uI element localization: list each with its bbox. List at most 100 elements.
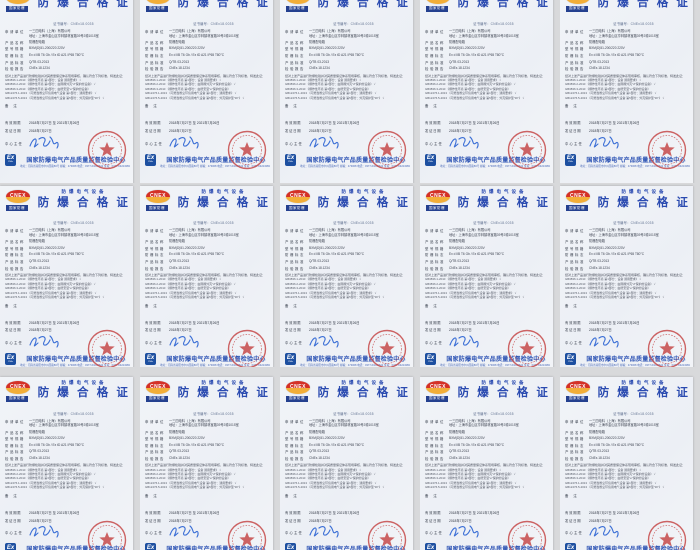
field-value: Ex d IIB T6 Gb / Ex tD A21 IP65 T80°C xyxy=(309,442,365,447)
issue-date-row: 发证日期 2018年7月27日 xyxy=(5,518,128,523)
cnex-logo-icon: CNEX 国家防爆 xyxy=(286,190,312,212)
issue-date-row: 发证日期 2018年7月27日 xyxy=(565,128,688,133)
field-value: BXM(D)51-200/220 220V xyxy=(589,245,625,250)
certificate-footer: Ex CNEx 国家防爆电气产品质量监督检验中心 地址：河南省南阳市中州西路83… xyxy=(145,542,268,550)
field-label: 产品名称 xyxy=(5,40,25,45)
signer-label: 中心主任 xyxy=(145,531,163,536)
red-seal-icon xyxy=(367,329,407,367)
field-product-name: 产品名称 防爆配电箱 xyxy=(145,40,268,45)
field-value: Ex d IIB T6 Gb / Ex tD A21 IP65 T80°C xyxy=(29,442,85,447)
director-signature xyxy=(447,134,481,152)
field-label: 检验报告 xyxy=(285,67,305,72)
field-value-line2: 地址：上海市金山区亭林镇林宝路39号2幢1015室 xyxy=(449,423,519,428)
title-block: 防爆电气设备 防 爆 合 格 证 xyxy=(35,380,133,401)
explosion-proof-certificate: CNEX 国家防爆 防爆电气设备 防 爆 合 格 证 证书编号：CNEx18.0… xyxy=(140,0,273,184)
field-applicant: 申请单位 一三四电料（上海）有限公司 地址：上海市金山区亭林镇林宝路39号2幢1… xyxy=(145,29,268,38)
field-label: 检验报告 xyxy=(145,67,165,72)
certificate-tile[interactable]: CNEX 国家防爆 防爆电气设备 防 爆 合 格 证 证书编号：CNEx18.0… xyxy=(560,367,700,550)
field-standard: 产品标准 Q/TB 03-2013 xyxy=(145,449,268,454)
certificate-tile[interactable]: CNEX 国家防爆 防爆电气设备 防 爆 合 格 证 证书编号：CNEx18.0… xyxy=(140,367,280,550)
certificate-header: CNEX 国家防爆 防爆电气设备 防 爆 合 格 证 xyxy=(5,189,128,219)
certificate-tile[interactable]: CNEX 国家防爆 防爆电气设备 防 爆 合 格 证 证书编号：CNEx18.0… xyxy=(420,0,560,184)
certificate-tile[interactable]: CNEX 国家防爆 防爆电气设备 防 爆 合 格 证 证书编号：CNEx18.0… xyxy=(140,0,280,184)
field-value: BXM(D)51-200/220 220V xyxy=(29,245,65,250)
certificate-tile[interactable]: CNEX 国家防爆 防爆电气设备 防 爆 合 格 证 证书编号：CNEx18.0… xyxy=(280,0,420,184)
ex-mark-icon: Ex CNEx xyxy=(565,153,576,166)
field-label: 防爆标志 xyxy=(5,443,25,448)
cnex-oval-icon: CNEX xyxy=(566,0,590,4)
standard-line: GB3836.2-2010 《爆炸性环境 第2部分：由隔爆外壳"d"保护的设备》… xyxy=(565,82,656,87)
standard-line: GB3836.2-2010 《爆炸性环境 第2部分：由隔爆外壳"d"保护的设备》… xyxy=(285,281,376,286)
conformity-statement: 经对上述产品进行防爆检验并对其质量保证体系现场审核，确认符合下列标准，特发此证： xyxy=(285,73,406,78)
field-applicant: 申请单位 一三四电料（上海）有限公司 地址：上海市金山区亭林镇林宝路39号2幢1… xyxy=(565,29,688,38)
date-block: 有效期限 2018年7月27日 至 2021年7月26日 发证日期 2018年7… xyxy=(5,120,128,133)
field-label: 产品标准 xyxy=(5,259,25,264)
field-value: 一三四电料（上海）有限公司 xyxy=(309,418,351,423)
field-ex-marking: 防爆标志 Ex d IIB T6 Gb / Ex tD A21 IP65 T80… xyxy=(145,252,268,257)
field-standard: 产品标准 Q/TB 03-2013 xyxy=(285,60,408,65)
field-value: Q/TB 03-2013 xyxy=(169,449,190,454)
field-ex-marking: 防爆标志 Ex d IIB T6 Gb / Ex tD A21 IP65 T80… xyxy=(145,53,268,58)
director-signature xyxy=(447,523,481,541)
certificate-header: CNEX 国家防爆 防爆电气设备 防 爆 合 格 证 xyxy=(145,0,268,20)
director-signature xyxy=(167,134,201,152)
standard-line: GB12476.5-2013 《可燃性粉尘环境用电气设备 第5部分：外壳保护型"… xyxy=(285,95,385,100)
remark-label: 备 注 xyxy=(5,494,19,499)
certificate-tile[interactable]: CNEX 国家防爆 防爆电气设备 防 爆 合 格 证 证书编号：CNEx18.0… xyxy=(280,367,420,550)
field-label: 产品标准 xyxy=(565,450,585,455)
field-product-name: 产品名称 防爆配电箱 xyxy=(425,430,548,435)
field-label: 产品标准 xyxy=(285,450,305,455)
field-value: CNEx.18.1234 xyxy=(589,455,610,460)
cnex-logo-caption: 国家防爆 xyxy=(566,6,588,12)
contact-line: 地址：河南省南阳市中州西路83号 邮编：473008 电话：0377-63230… xyxy=(440,363,550,367)
certificate-header: CNEX 国家防爆 防爆电气设备 防 爆 合 格 证 xyxy=(5,380,128,410)
field-value: 一三四电料（上海）有限公司 xyxy=(309,228,351,233)
certificate-header: CNEX 国家防爆 防爆电气设备 防 爆 合 格 证 xyxy=(565,380,688,410)
certificate-tile[interactable]: CNEX 国家防爆 防爆电气设备 防 爆 合 格 证 证书编号：CNEx18.0… xyxy=(420,183,560,367)
standard-line: GB12476.5-2013 《可燃性粉尘环境用电气设备 第5部分：外壳保护型"… xyxy=(5,485,105,490)
cnex-logo-caption: 国家防爆 xyxy=(566,395,588,402)
field-value: 防爆配电箱 xyxy=(309,239,325,244)
field-label: 产品标准 xyxy=(425,60,445,65)
field-value: BXM(D)51-200/220 220V xyxy=(29,436,65,441)
signer-label: 中心主任 xyxy=(565,340,583,345)
certificate-tile[interactable]: CNEX 国家防爆 防爆电气设备 防 爆 合 格 证 证书编号：CNEx18.0… xyxy=(0,183,140,367)
field-label: 申请单位 xyxy=(285,30,305,34)
field-value: Ex d IIB T6 Gb / Ex tD A21 IP65 T80°C xyxy=(29,53,85,58)
certificate-tile[interactable]: CNEX 国家防爆 防爆电气设备 防 爆 合 格 证 证书编号：CNEx18.0… xyxy=(560,0,700,184)
cnex-logo-text: CNEX xyxy=(10,193,26,200)
standard-line: GB12476.1-2013 《可燃性粉尘环境用电气设备 第1部分：通用要求》 … xyxy=(425,290,517,295)
field-value: 防爆配电箱 xyxy=(589,39,605,44)
certificate-tile[interactable]: CNEX 国家防爆 防爆电气设备 防 爆 合 格 证 证书编号：CNEx18.0… xyxy=(280,183,420,367)
field-value: Q/TB 03-2013 xyxy=(449,258,470,263)
conformity-statement: 经对上述产品进行防爆检验并对其质量保证体系现场审核，确认符合下列标准，特发此证： xyxy=(285,463,406,468)
field-value: BXM(D)51-200/220 220V xyxy=(449,436,485,441)
cnex-logo-text: CNEX xyxy=(430,193,446,200)
standard-line: GB3836.1-2010 《爆炸性环境 第1部分：设备 通用要求》 √ xyxy=(425,277,501,282)
signature-row: 中心主任 xyxy=(145,335,268,352)
standard-line: GB3836.2-2010 《爆炸性环境 第2部分：由隔爆外壳"d"保护的设备》… xyxy=(565,472,656,477)
standard-line: GB3836.3-2010 《爆炸性环境 第3部分：由增安型"e"保护的设备》 xyxy=(285,476,371,481)
validity-label: 有效期限 xyxy=(565,121,582,126)
issue-date-row: 发证日期 2018年7月27日 xyxy=(5,128,128,133)
field-value: Q/TB 03-2013 xyxy=(169,258,190,263)
certificate-title: 防 爆 合 格 证 xyxy=(317,386,411,399)
certificate-tile[interactable]: CNEX 国家防爆 防爆电气设备 防 爆 合 格 证 证书编号：CNEx18.0… xyxy=(0,0,140,184)
field-applicant: 申请单位 一三四电料（上海）有限公司 地址：上海市金山区亭林镇林宝路39号2幢1… xyxy=(425,419,548,428)
cnex-logo-caption: 国家防爆 xyxy=(426,205,448,212)
certificate-tile[interactable]: CNEX 国家防爆 防爆电气设备 防 爆 合 格 证 证书编号：CNEx18.0… xyxy=(0,367,140,550)
certificate-tile[interactable]: CNEX 国家防爆 防爆电气设备 防 爆 合 格 证 证书编号：CNEx18.0… xyxy=(420,367,560,550)
certificate-tile[interactable]: CNEX 国家防爆 防爆电气设备 防 爆 合 格 证 证书编号：CNEx18.0… xyxy=(560,183,700,367)
issue-date-label: 发证日期 xyxy=(285,128,302,133)
field-value-line2: 地址：上海市金山区亭林镇林宝路39号2幢1015室 xyxy=(589,423,659,428)
field-product-name: 产品名称 防爆配电箱 xyxy=(5,430,128,435)
standard-line: GB3836.1-2010 《爆炸性环境 第1部分：设备 通用要求》 √ xyxy=(145,467,221,472)
field-value: Ex d IIB T6 Gb / Ex tD A21 IP65 T80°C xyxy=(169,442,225,447)
cnex-logo-icon: CNEX 国家防爆 xyxy=(6,380,32,402)
cnex-logo-icon: CNEX 国家防爆 xyxy=(566,0,592,12)
issue-date-row: 发证日期 2018年7月27日 xyxy=(565,327,688,332)
remark-label: 备 注 xyxy=(565,303,579,308)
certificate-tile[interactable]: CNEX 国家防爆 防爆电气设备 防 爆 合 格 证 证书编号：CNEx18.0… xyxy=(140,183,280,367)
certificate-header: CNEX 国家防爆 防爆电气设备 防 爆 合 格 证 xyxy=(5,0,128,20)
signature-row: 中心主任 xyxy=(565,335,688,352)
